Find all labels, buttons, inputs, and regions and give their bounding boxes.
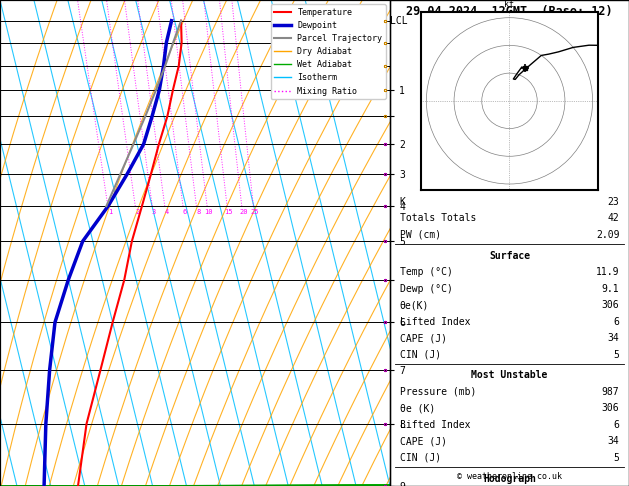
Text: 4: 4 bbox=[165, 209, 169, 215]
Text: 3: 3 bbox=[152, 209, 156, 215]
Text: 6: 6 bbox=[613, 317, 620, 327]
Text: 306: 306 bbox=[602, 300, 620, 310]
Text: 987: 987 bbox=[602, 387, 620, 397]
Text: 29.04.2024  12GMT  (Base: 12): 29.04.2024 12GMT (Base: 12) bbox=[406, 5, 613, 18]
Text: 6: 6 bbox=[613, 420, 620, 430]
Text: CAPE (J): CAPE (J) bbox=[399, 333, 447, 343]
Text: 34: 34 bbox=[608, 436, 620, 447]
Text: K: K bbox=[399, 197, 406, 207]
Text: 20: 20 bbox=[239, 209, 248, 215]
Text: 25: 25 bbox=[250, 209, 259, 215]
Text: 9.1: 9.1 bbox=[602, 284, 620, 294]
Text: Totals Totals: Totals Totals bbox=[399, 213, 476, 224]
Text: 10: 10 bbox=[204, 209, 213, 215]
Text: Most Unstable: Most Unstable bbox=[471, 370, 548, 381]
Text: 5: 5 bbox=[613, 453, 620, 463]
Text: θe (K): θe (K) bbox=[399, 403, 435, 414]
Text: 2: 2 bbox=[135, 209, 140, 215]
Text: Lifted Index: Lifted Index bbox=[399, 420, 470, 430]
Text: Lifted Index: Lifted Index bbox=[399, 317, 470, 327]
Text: 42: 42 bbox=[608, 213, 620, 224]
Text: Dewp (°C): Dewp (°C) bbox=[399, 284, 452, 294]
Text: Hodograph: Hodograph bbox=[483, 474, 536, 484]
Text: 2.09: 2.09 bbox=[596, 230, 620, 240]
Text: 306: 306 bbox=[602, 403, 620, 414]
Text: PW (cm): PW (cm) bbox=[399, 230, 441, 240]
Text: 6: 6 bbox=[182, 209, 187, 215]
Text: 1: 1 bbox=[108, 209, 112, 215]
Text: 15: 15 bbox=[225, 209, 233, 215]
Text: 11.9: 11.9 bbox=[596, 267, 620, 277]
Text: Surface: Surface bbox=[489, 251, 530, 260]
Text: θe(K): θe(K) bbox=[399, 300, 429, 310]
Text: 23: 23 bbox=[608, 197, 620, 207]
Text: CIN (J): CIN (J) bbox=[399, 453, 441, 463]
Text: Pressure (mb): Pressure (mb) bbox=[399, 387, 476, 397]
Text: 5: 5 bbox=[613, 350, 620, 360]
Text: CAPE (J): CAPE (J) bbox=[399, 436, 447, 447]
Text: 34: 34 bbox=[608, 333, 620, 343]
Text: 8: 8 bbox=[196, 209, 200, 215]
Text: Temp (°C): Temp (°C) bbox=[399, 267, 452, 277]
Legend: Temperature, Dewpoint, Parcel Trajectory, Dry Adiabat, Wet Adiabat, Isotherm, Mi: Temperature, Dewpoint, Parcel Trajectory… bbox=[271, 4, 386, 99]
Text: © weatheronline.co.uk: © weatheronline.co.uk bbox=[457, 472, 562, 481]
Text: LCL: LCL bbox=[390, 16, 408, 26]
Text: CIN (J): CIN (J) bbox=[399, 350, 441, 360]
